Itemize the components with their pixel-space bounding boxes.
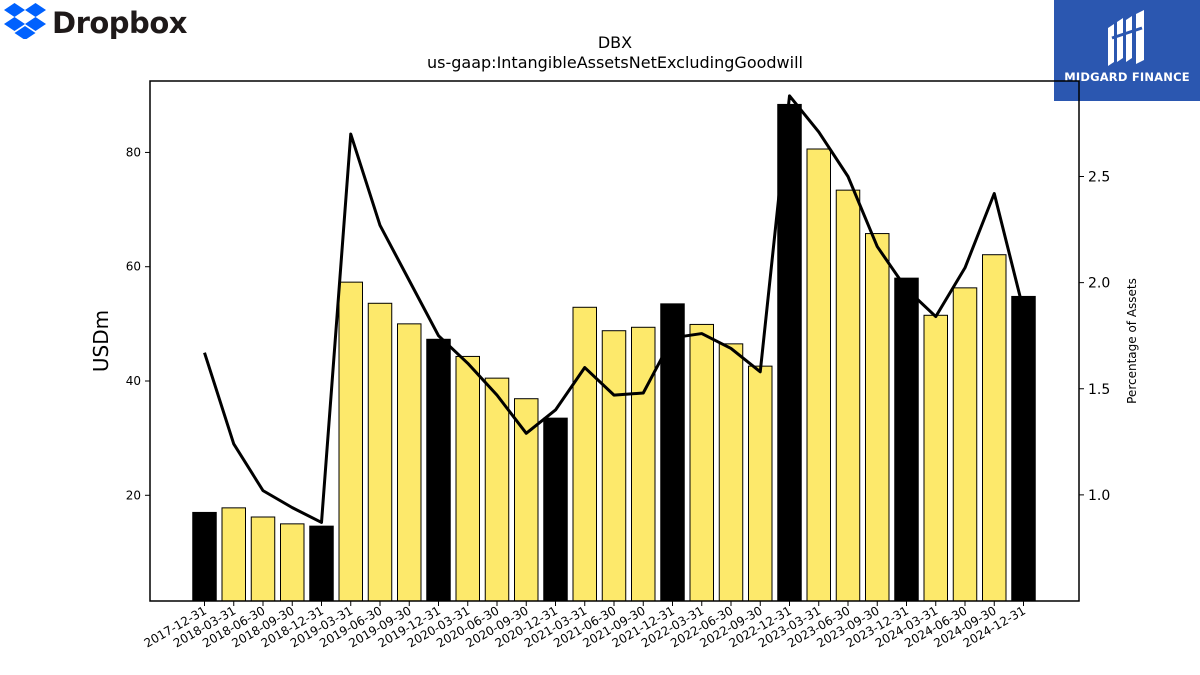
bar [280, 523, 305, 602]
bar [484, 377, 510, 602]
bar [192, 511, 217, 602]
y-tick-label: 20 [126, 488, 141, 502]
bar [572, 306, 597, 602]
bar [221, 507, 246, 602]
bar [426, 338, 451, 602]
bar [514, 398, 539, 602]
y-axis-label: USDm [89, 310, 113, 372]
bar [309, 525, 334, 602]
bar [952, 287, 978, 602]
y-tick-label: 80 [126, 145, 141, 159]
bar [865, 233, 890, 602]
percentage-line [203, 94, 1025, 524]
bar [601, 330, 627, 602]
y2-tick-label: 2.0 [1088, 276, 1110, 292]
bar [367, 302, 393, 602]
chart-subtitle: us-gaap:IntangibleAssetsNetExcludingGood… [427, 53, 803, 72]
bar [923, 314, 948, 602]
midgard-finance-wordmark: MIDGARD FINANCE [1064, 70, 1190, 84]
bar [835, 189, 861, 602]
y2-axis-label: Percentage of Assets [1125, 278, 1139, 404]
bar [718, 343, 744, 602]
bar [894, 277, 919, 602]
bar [397, 323, 422, 602]
y-tick-label: 40 [126, 374, 141, 388]
bar [689, 323, 714, 602]
bar [748, 365, 773, 602]
y2-tick-label: 2.5 [1088, 170, 1110, 186]
bar [1011, 295, 1036, 602]
y-tick-label: 60 [126, 260, 141, 274]
bar [455, 355, 480, 602]
y2-tick-label: 1.0 [1088, 488, 1110, 504]
bar [660, 303, 685, 602]
bar [250, 516, 276, 602]
plot-area: 204060801.01.52.02.52017-12-312018-03-31… [126, 80, 1110, 650]
dropbox-box-icon [4, 3, 46, 43]
bar [982, 254, 1007, 602]
bar [543, 417, 568, 602]
midgard-finance-logo-icon [1104, 8, 1150, 68]
chart-title: DBX [598, 33, 632, 52]
bar [338, 281, 363, 602]
dropbox-wordmark: Dropbox [52, 6, 187, 40]
bar [631, 326, 656, 602]
dropbox-brand: Dropbox [4, 3, 187, 43]
bar [806, 148, 831, 602]
y2-tick-label: 1.5 [1088, 382, 1110, 398]
